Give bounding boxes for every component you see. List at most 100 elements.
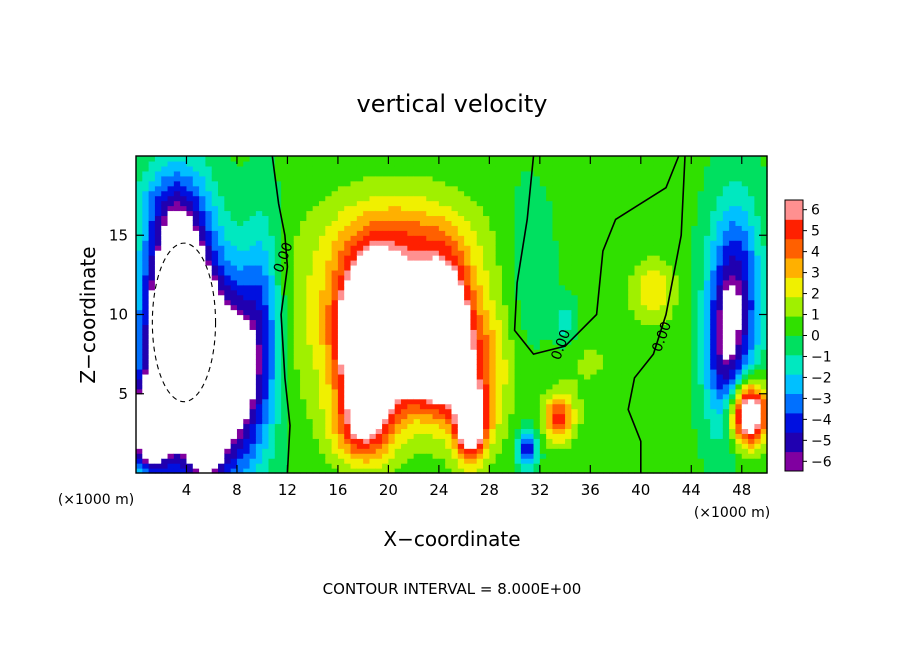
field-cell (306, 225, 314, 231)
field-cell (520, 388, 528, 395)
field-cell (539, 160, 547, 167)
field-cell (161, 364, 169, 370)
field-cell (514, 329, 522, 335)
field-cell (451, 364, 459, 370)
field-cell (457, 324, 465, 330)
field-cell (432, 250, 440, 256)
field-cell (445, 289, 453, 296)
field-cell (300, 418, 307, 425)
field-cell (142, 175, 150, 182)
field-cell (350, 195, 358, 202)
field-cell (268, 458, 276, 464)
field-cell (356, 339, 364, 345)
field-cell (136, 373, 143, 380)
field-cell (590, 344, 598, 350)
field-cell (236, 329, 244, 335)
field-cell (161, 329, 169, 335)
field-cell (230, 299, 238, 306)
field-cell (211, 289, 219, 296)
field-cell (224, 458, 232, 464)
field-cell (249, 200, 257, 207)
field-cell (306, 210, 314, 217)
field-cell (312, 220, 320, 226)
field-cell (274, 408, 282, 415)
field-cell (552, 364, 560, 370)
field-cell (514, 289, 522, 296)
field-cell (218, 403, 225, 410)
field-cell (186, 304, 194, 311)
field-cell (602, 324, 610, 330)
field-cell (318, 245, 326, 251)
field-cell (552, 329, 560, 335)
field-cell (520, 165, 528, 172)
field-cell (211, 433, 219, 439)
field-cell (438, 383, 446, 390)
field-cell (268, 314, 276, 321)
field-cell (590, 180, 598, 187)
field-cell (394, 220, 402, 226)
field-cell (552, 359, 560, 365)
field-cell (173, 458, 181, 464)
field-cell (552, 349, 560, 355)
field-cell (476, 255, 484, 261)
field-cell (274, 373, 282, 380)
field-cell (577, 354, 585, 360)
field-cell (148, 388, 156, 395)
field-cell (281, 428, 289, 434)
field-cell (173, 443, 181, 449)
field-cell (230, 240, 238, 246)
field-cell (609, 284, 617, 291)
field-cell (356, 180, 364, 187)
field-cell (571, 279, 579, 286)
field-cell (186, 185, 194, 192)
field-cell (457, 443, 465, 449)
field-cell (501, 156, 509, 162)
field-cell (451, 373, 459, 380)
field-cell (432, 453, 440, 459)
field-cell (432, 215, 440, 221)
field-cell (356, 364, 364, 370)
field-cell (243, 284, 251, 291)
field-cell (438, 156, 446, 162)
field-cell (539, 408, 547, 415)
field-cell (218, 339, 225, 345)
field-cell (621, 448, 629, 454)
field-cell (167, 408, 175, 415)
field-cell (514, 230, 522, 236)
field-cell (293, 319, 301, 326)
field-cell (350, 329, 358, 335)
field-cell (173, 165, 181, 172)
field-cell (325, 220, 333, 226)
field-cell (413, 383, 421, 390)
field-cell (369, 245, 377, 251)
field-cell (464, 195, 472, 202)
field-cell (577, 359, 585, 365)
field-cell (590, 200, 598, 207)
field-cell (520, 453, 528, 459)
field-cell (142, 279, 150, 286)
field-cell (552, 388, 560, 395)
field-cell (571, 453, 579, 459)
field-cell (369, 423, 377, 430)
field-cell (527, 408, 535, 415)
field-cell (287, 393, 295, 400)
field-cell (388, 398, 396, 405)
field-cell (426, 359, 434, 365)
field-cell (419, 418, 427, 425)
field-cell (236, 289, 244, 296)
field-cell (571, 205, 579, 212)
field-cell (325, 269, 333, 276)
field-cell (306, 339, 314, 345)
field-cell (173, 304, 181, 311)
field-cell (470, 408, 478, 415)
field-cell (236, 235, 244, 241)
field-cell (527, 220, 535, 226)
field-cell (602, 403, 610, 410)
field-cell (136, 225, 143, 231)
field-cell (363, 175, 371, 182)
field-cell (318, 255, 326, 261)
field-cell (615, 294, 623, 301)
field-cell (300, 428, 307, 434)
field-cell (495, 165, 503, 172)
field-cell (230, 289, 238, 296)
